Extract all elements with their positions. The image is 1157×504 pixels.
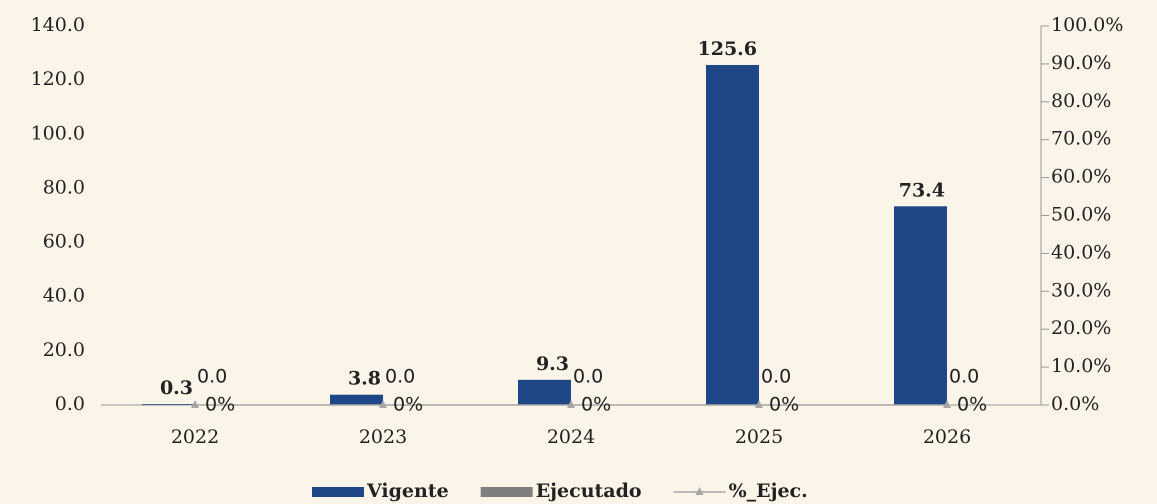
data-label: 0%	[957, 394, 987, 416]
data-label: 0%	[393, 394, 423, 416]
data-label: 3.8	[348, 368, 381, 390]
y-tick-label: 80.0	[43, 176, 85, 198]
legend-label: %_Ejec.	[729, 480, 808, 502]
data-label: 125.6	[698, 38, 758, 60]
x-tick-label: 2026	[923, 426, 971, 448]
bar	[894, 206, 947, 405]
legend-marker	[695, 487, 704, 495]
x-tick-label: 2022	[171, 426, 219, 448]
y-tick-label: 100.0	[31, 122, 85, 144]
bar	[706, 64, 759, 406]
x-tick-label: 2023	[359, 426, 407, 448]
y2-tick-label: 90.0%	[1051, 52, 1111, 74]
legend-label: Vigente	[366, 480, 449, 502]
y2-tick-label: 70.0%	[1051, 128, 1111, 150]
bar	[142, 404, 195, 405]
marker	[943, 400, 951, 408]
x-tick-label: 2024	[547, 426, 595, 448]
marker	[379, 400, 387, 408]
data-label: 0.0	[761, 366, 791, 388]
data-label: 0.0	[385, 366, 415, 388]
data-label: 73.4	[899, 179, 945, 201]
y2-tick-label: 80.0%	[1051, 90, 1111, 112]
legend-swatch	[312, 487, 364, 497]
bar	[330, 394, 383, 405]
marker	[755, 400, 763, 408]
y2-tick-label: 50.0%	[1051, 204, 1111, 226]
y2-tick-label: 0.0%	[1051, 393, 1099, 415]
data-label: 0%	[581, 394, 611, 416]
bar	[518, 379, 571, 405]
y2-tick-label: 100.0%	[1051, 14, 1123, 36]
y-tick-label: 120.0	[31, 68, 85, 90]
y-tick-label: 140.0	[31, 14, 85, 36]
y2-tick-label: 60.0%	[1051, 166, 1111, 188]
data-label: 9.3	[536, 353, 569, 375]
data-label: 0.0	[197, 366, 227, 388]
data-label: 0%	[205, 394, 235, 416]
marker	[191, 400, 199, 408]
data-label: 0%	[769, 394, 799, 416]
data-label: 0.0	[949, 366, 979, 388]
legend-label: Ejecutado	[536, 480, 642, 502]
y2-tick-label: 20.0%	[1051, 317, 1111, 339]
y2-tick-label: 10.0%	[1051, 355, 1111, 377]
y-tick-label: 60.0	[43, 231, 85, 253]
x-tick-label: 2025	[735, 426, 783, 448]
data-label: 0.3	[160, 377, 193, 399]
y-tick-label: 40.0	[43, 285, 85, 307]
legend-swatch	[480, 487, 533, 497]
y-tick-label: 20.0	[43, 339, 85, 361]
y2-tick-label: 30.0%	[1051, 279, 1111, 301]
y-tick-label: 0.0	[55, 393, 85, 415]
y2-tick-label: 40.0%	[1051, 241, 1111, 263]
marker	[567, 400, 575, 408]
data-label: 0.0	[573, 366, 603, 388]
